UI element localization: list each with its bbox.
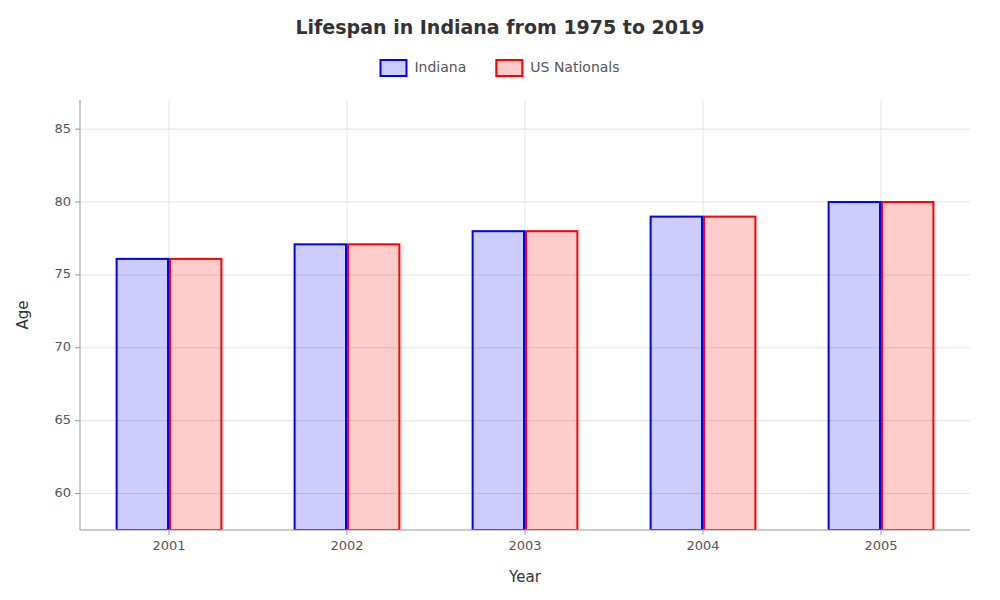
bar	[704, 217, 755, 530]
chart-container: 60 65 70 75 80 85 2001 2002 2003 2004 2005 Year Age L…	[0, 0, 1000, 600]
bar	[526, 231, 577, 530]
bar	[348, 244, 399, 530]
x-tick	[169, 530, 170, 535]
x-axis-label: Year	[508, 568, 542, 586]
x-tick	[347, 530, 348, 535]
x-tick-label: 2005	[864, 538, 897, 553]
legend-swatch	[496, 60, 522, 76]
y-tick-label: 60	[54, 485, 71, 500]
x-tick-label: 2004	[686, 538, 719, 553]
bar	[473, 231, 524, 530]
x-tick-label: 2001	[152, 538, 185, 553]
y-tick-label: 80	[54, 194, 71, 209]
x-tick-label: 2002	[330, 538, 363, 553]
x-tick	[703, 530, 704, 535]
y-tick-label: 85	[54, 121, 71, 136]
bar	[829, 202, 880, 530]
legend-label: US Nationals	[530, 59, 619, 75]
y-tick	[75, 493, 80, 494]
y-tick	[75, 274, 80, 275]
chart: 60 65 70 75 80 85 2001 2002 2003 2004 2005 Year Age L…	[0, 0, 1000, 600]
x-tick	[525, 530, 526, 535]
bars	[117, 202, 934, 530]
y-tick	[75, 420, 80, 421]
legend-item: Indiana	[380, 59, 466, 76]
y-tick-label: 65	[54, 412, 71, 427]
y-axis-line	[80, 100, 81, 530]
y-tick-label: 75	[54, 266, 71, 281]
legend: Indiana US Nationals	[380, 59, 619, 76]
bar	[651, 217, 702, 530]
bar	[295, 244, 346, 530]
axes: 60 65 70 75 80 85 2001 2002 2003 2004 2005	[54, 100, 970, 553]
title: Lifespan in Indiana from 1975 to 2019	[295, 16, 704, 38]
y-tick	[75, 202, 80, 203]
y-tick-label: 70	[54, 339, 71, 354]
y-tick	[75, 347, 80, 348]
x-tick	[881, 530, 882, 535]
legend-swatch	[380, 60, 406, 76]
legend-item: US Nationals	[496, 59, 619, 76]
bar	[117, 259, 168, 530]
legend-label: Indiana	[414, 59, 466, 75]
bar	[170, 259, 221, 530]
y-tick	[75, 129, 80, 130]
bar	[882, 202, 933, 530]
x-tick-label: 2003	[508, 538, 541, 553]
y-axis-label: Age	[14, 300, 32, 329]
grid	[80, 100, 970, 530]
